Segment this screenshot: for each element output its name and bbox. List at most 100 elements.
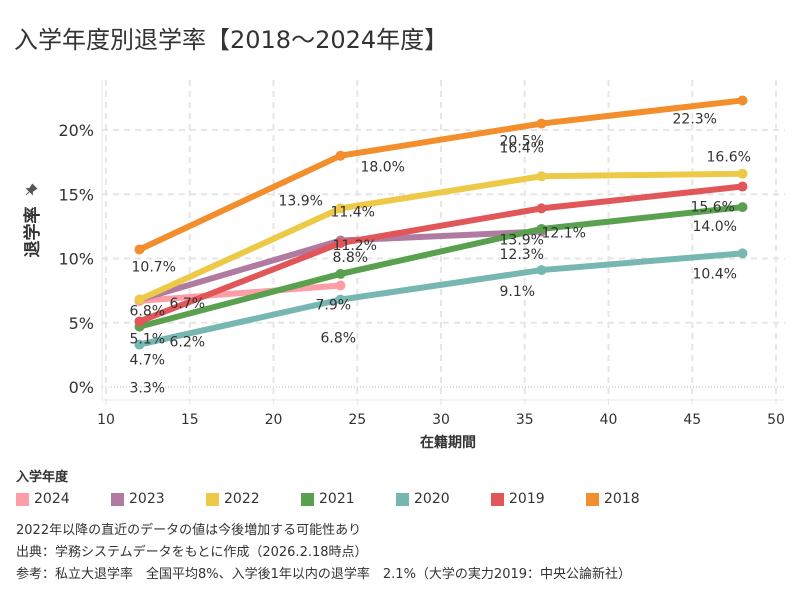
- data-point[interactable]: [737, 202, 748, 213]
- data-label: 16.4%: [500, 140, 544, 156]
- data-label: 8.8%: [333, 250, 369, 266]
- data-label: 9.1%: [500, 284, 536, 300]
- x-tick-label: 50: [767, 412, 785, 428]
- data-label: 14.0%: [693, 219, 737, 235]
- data-point[interactable]: [737, 95, 748, 106]
- legend-item-2024[interactable]: 2024: [16, 491, 111, 507]
- data-label: 18.0%: [361, 160, 405, 176]
- x-tick-label: 25: [348, 412, 366, 428]
- legend-item-2020[interactable]: 2020: [396, 491, 491, 507]
- data-point[interactable]: [134, 244, 145, 255]
- data-point[interactable]: [536, 118, 547, 129]
- data-label: 11.2%: [333, 238, 377, 254]
- y-tick-label: 5%: [69, 314, 94, 333]
- series-line[interactable]: [136, 282, 344, 304]
- x-tick-label: 45: [683, 412, 701, 428]
- series-2020[interactable]: [134, 248, 748, 350]
- legend-label: 2024: [34, 491, 70, 507]
- data-label: 4.7%: [130, 353, 166, 369]
- data-point[interactable]: [335, 280, 346, 291]
- x-tick-label: 30: [432, 412, 450, 428]
- data-point[interactable]: [335, 268, 346, 279]
- data-point[interactable]: [335, 203, 346, 214]
- x-tick-label: 20: [265, 412, 283, 428]
- footnotes: 2022年以降の直近のデータの値は今後増加する可能性あり 出典：学務システムデー…: [16, 520, 631, 586]
- data-point[interactable]: [335, 294, 346, 305]
- note-source: 出典：学務システムデータをもとに作成（2026.2.18時点）: [16, 545, 368, 560]
- legend-label: 2022: [224, 491, 260, 507]
- data-point[interactable]: [737, 248, 748, 259]
- legend-label: 2018: [604, 491, 640, 507]
- series-line[interactable]: [136, 97, 746, 253]
- legend-item-2023[interactable]: 2023: [111, 491, 206, 507]
- data-label: 12.3%: [500, 247, 544, 263]
- data-point[interactable]: [335, 150, 346, 161]
- data-label: 5.1%: [130, 331, 166, 347]
- x-tick-label: 15: [181, 412, 199, 428]
- data-label: 7.9%: [316, 297, 352, 313]
- x-tick-label: 40: [600, 412, 618, 428]
- y-tick-label: 20%: [58, 121, 94, 140]
- note-reference: 参考：私立大退学率 全国平均8%、入学後1年以内の退学率 2.1%（大学の実力2…: [16, 567, 632, 582]
- y-axis-title: 退学率: [22, 207, 43, 258]
- series-line[interactable]: [136, 170, 746, 303]
- x-tick-label: 35: [516, 412, 534, 428]
- data-label: 6.8%: [130, 304, 166, 320]
- legend-item-2019[interactable]: 2019: [491, 491, 586, 507]
- legend-item-2022[interactable]: 2022: [206, 491, 301, 507]
- series-2022[interactable]: [134, 168, 748, 305]
- legend-swatch: [111, 492, 124, 506]
- legend-item-2018[interactable]: 2018: [586, 491, 681, 507]
- data-label: 13.9%: [279, 193, 323, 209]
- data-label: 10.7%: [132, 260, 176, 276]
- legend-swatch: [16, 492, 29, 506]
- x-axis-ticks: 10 15 20 25 30 35 40 45 50: [97, 400, 785, 428]
- grid: [101, 80, 785, 401]
- legend-title: 入学年度: [16, 470, 69, 485]
- series-2021[interactable]: [134, 202, 748, 332]
- data-label: 12.1%: [542, 226, 586, 242]
- legend-label: 2019: [509, 491, 545, 507]
- y-tick-label: 10%: [58, 250, 94, 269]
- legend-swatch: [396, 492, 409, 506]
- data-label: 3.3%: [130, 381, 166, 397]
- series-2018[interactable]: [134, 95, 748, 255]
- data-label: 15.6%: [691, 200, 735, 216]
- data-label: 13.9%: [500, 232, 544, 248]
- series-lines: [134, 95, 748, 350]
- data-label: 6.2%: [170, 335, 206, 351]
- legend-swatch: [206, 492, 219, 506]
- legend-item-2021[interactable]: 2021: [301, 491, 396, 507]
- data-point[interactable]: [737, 181, 748, 192]
- data-label: 20.5%: [500, 134, 544, 150]
- series-2019[interactable]: [134, 181, 748, 327]
- data-point[interactable]: [536, 223, 547, 234]
- legend-swatch: [586, 492, 599, 506]
- series-line[interactable]: [136, 183, 746, 325]
- chart-title: 入学年度別退学率【2018～2024年度】: [14, 26, 449, 54]
- y-tick-label: 15%: [58, 185, 94, 204]
- pin-icon[interactable]: [23, 183, 38, 198]
- data-point[interactable]: [335, 238, 346, 249]
- series-line[interactable]: [136, 204, 746, 330]
- data-point[interactable]: [536, 171, 547, 182]
- x-tick-label: 10: [97, 412, 115, 428]
- legend-label: 2021: [319, 491, 355, 507]
- series-line[interactable]: [136, 250, 746, 348]
- line-chart: 0% 5% 10% 15% 20% 10 15 20 25 30 35 40 45 50 6.7% 7.9…: [22, 80, 785, 451]
- data-point[interactable]: [536, 203, 547, 214]
- legend-label: 2020: [414, 491, 450, 507]
- legend-swatch: [491, 492, 504, 506]
- data-label: 16.6%: [707, 150, 751, 166]
- legend-swatch: [301, 492, 314, 506]
- data-labels: 6.7% 7.9%6.8%11.4%12.1%13.9%16.4%16.6%4.7…: [130, 111, 751, 396]
- legend-label: 2023: [129, 491, 165, 507]
- data-point[interactable]: [536, 265, 547, 276]
- data-point[interactable]: [134, 316, 145, 327]
- data-point[interactable]: [134, 339, 145, 350]
- x-axis-title: 在籍期間: [420, 434, 476, 451]
- note-data-caveat: 2022年以降の直近のデータの値は今後増加する可能性あり: [16, 523, 362, 538]
- data-point[interactable]: [134, 294, 145, 305]
- data-point[interactable]: [737, 168, 748, 179]
- y-tick-label: 0%: [69, 378, 94, 397]
